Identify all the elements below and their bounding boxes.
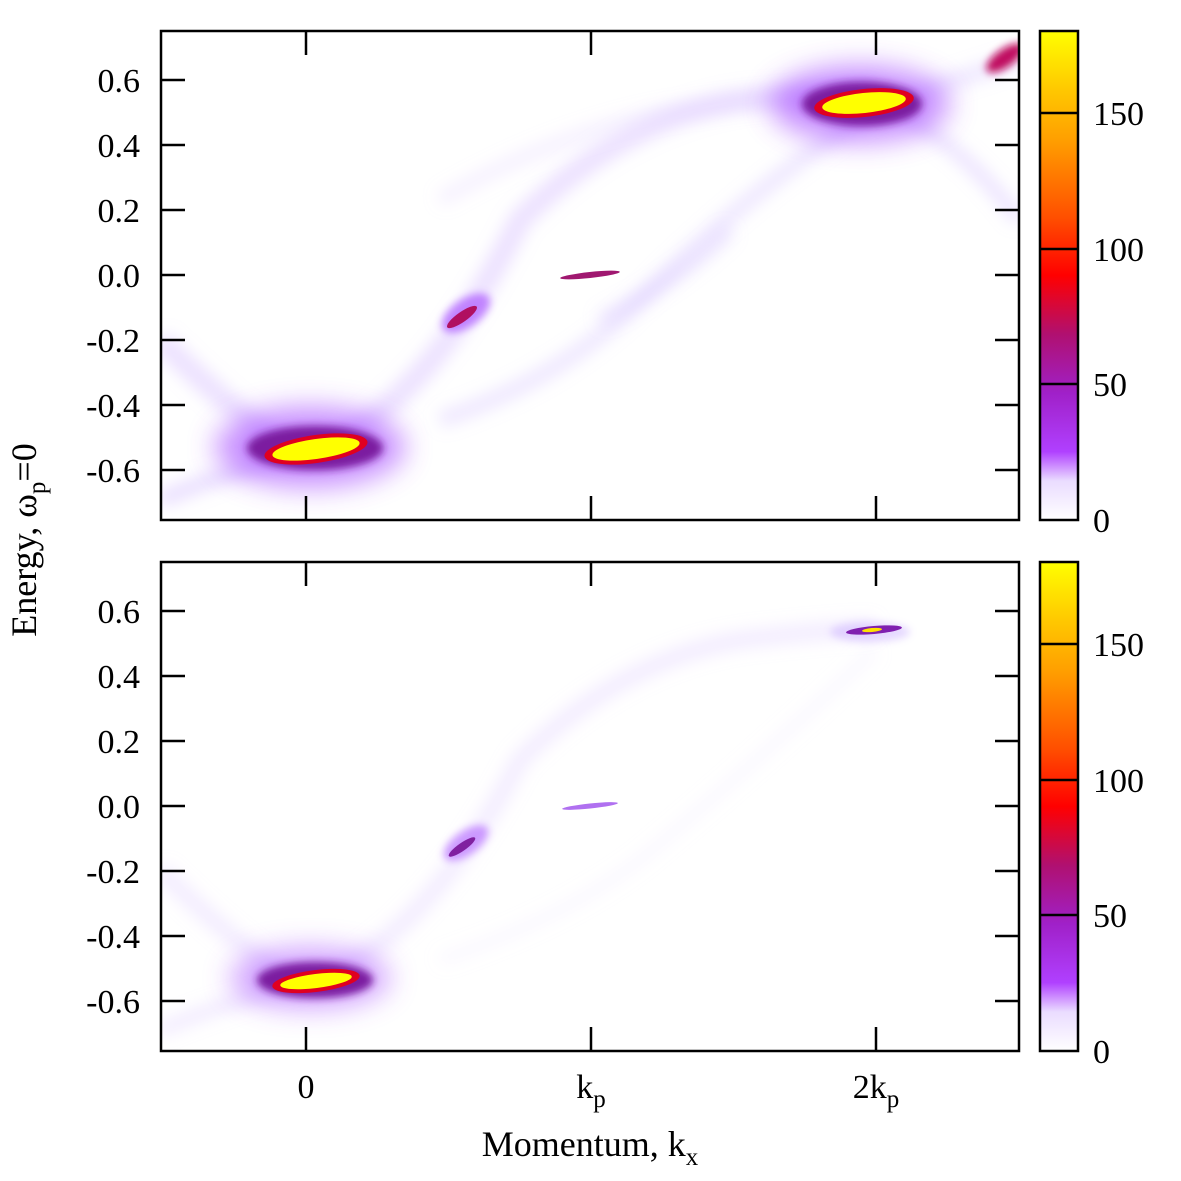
top-cbar-label: 50 xyxy=(1093,367,1127,404)
top-band-main xyxy=(161,81,876,467)
x-axis-title-sub: x xyxy=(686,1144,699,1171)
bottom-gap-segment-core xyxy=(448,837,476,857)
bottom-cbar-label: 0 xyxy=(1093,1034,1110,1071)
top-ytick-label: -0.4 xyxy=(86,388,140,425)
x-tick-labels: 0 kp 2kp xyxy=(298,1069,900,1113)
top-y-tick-labels: 0.6 0.4 0.2 0.0 -0.2 -0.4 -0.6 xyxy=(86,63,140,490)
top-ticks xyxy=(161,31,1019,520)
bottom-panel: 0.6 0.4 0.2 0.0 -0.2 -0.4 -0.6 0 50 100 … xyxy=(86,560,1144,1071)
bottom-colorbar: 0 50 100 150 xyxy=(1038,560,1144,1071)
bottom-ticks xyxy=(161,562,1019,1051)
x-axis-title-main: Momentum, k xyxy=(482,1124,686,1164)
bottom-ytick-label: -0.2 xyxy=(86,854,140,891)
bottom-cbar-label: 150 xyxy=(1093,627,1144,664)
top-cbar-label: 100 xyxy=(1093,232,1144,269)
bottom-cbar-label: 100 xyxy=(1093,763,1144,800)
xtick-label-2kp: 2kp xyxy=(853,1069,900,1113)
x-axis-title: Momentum, kx xyxy=(482,1124,699,1171)
xtick-2k: 2k xyxy=(853,1069,887,1106)
top-fermi-crossing xyxy=(560,270,620,280)
bottom-ytick-label: -0.6 xyxy=(86,984,140,1021)
y-axis-title: Energy, ωp=0 xyxy=(4,443,51,636)
xtick-sub: p xyxy=(887,1086,900,1113)
top-ytick-label: -0.6 xyxy=(86,453,140,490)
bottom-band-faint xyxy=(438,645,880,966)
top-cbar-label: 150 xyxy=(1093,96,1144,133)
top-ytick-label: 0.2 xyxy=(98,193,141,230)
top-panel: 0.6 0.4 0.2 0.0 -0.2 -0.4 -0.6 0 50 100 … xyxy=(86,29,1144,540)
top-ytick-label: 0.4 xyxy=(98,128,141,165)
bottom-cbar-label: 50 xyxy=(1093,898,1127,935)
bottom-ytick-label: 0.4 xyxy=(98,659,141,696)
y-axis-title-sub: p xyxy=(24,482,51,495)
top-heatmap xyxy=(161,43,1019,508)
xtick-label-kp: kp xyxy=(576,1069,606,1113)
bottom-ytick-label: 0.2 xyxy=(98,724,141,761)
bottom-peak-top-yellow xyxy=(862,627,882,633)
bottom-y-tick-labels: 0.6 0.4 0.2 0.0 -0.2 -0.4 -0.6 xyxy=(86,594,140,1021)
top-gap-segment-core xyxy=(446,305,478,329)
bottom-peak-bottom-yellow xyxy=(280,972,352,990)
top-ytick-label: 0.0 xyxy=(98,258,141,295)
bottom-ytick-label: 0.6 xyxy=(98,594,141,631)
xtick-k: k xyxy=(576,1069,593,1106)
bottom-colorbar-gradient xyxy=(1038,560,1080,1053)
top-peak-top-yellow xyxy=(822,92,906,114)
top-ytick-label: -0.2 xyxy=(86,323,140,360)
bottom-fermi-crossing xyxy=(562,802,618,810)
top-edge-peak xyxy=(986,43,1019,73)
top-colorbar-gradient xyxy=(1038,29,1080,522)
bottom-ytick-label: -0.4 xyxy=(86,919,140,956)
xtick-label-0: 0 xyxy=(298,1069,315,1106)
xtick-sub: p xyxy=(593,1086,606,1113)
top-peak-bottom-yellow xyxy=(272,437,360,461)
top-colorbar: 0 50 100 150 xyxy=(1038,29,1144,540)
top-cbar-label: 0 xyxy=(1093,503,1110,540)
top-ytick-label: 0.6 xyxy=(98,63,141,100)
bottom-ytick-label: 0.0 xyxy=(98,789,141,826)
y-axis-title-main: Energy, ω xyxy=(4,494,44,637)
y-axis-title-tail: =0 xyxy=(4,443,44,481)
top-band-lower-right xyxy=(596,225,735,327)
bottom-heatmap xyxy=(161,619,910,1037)
